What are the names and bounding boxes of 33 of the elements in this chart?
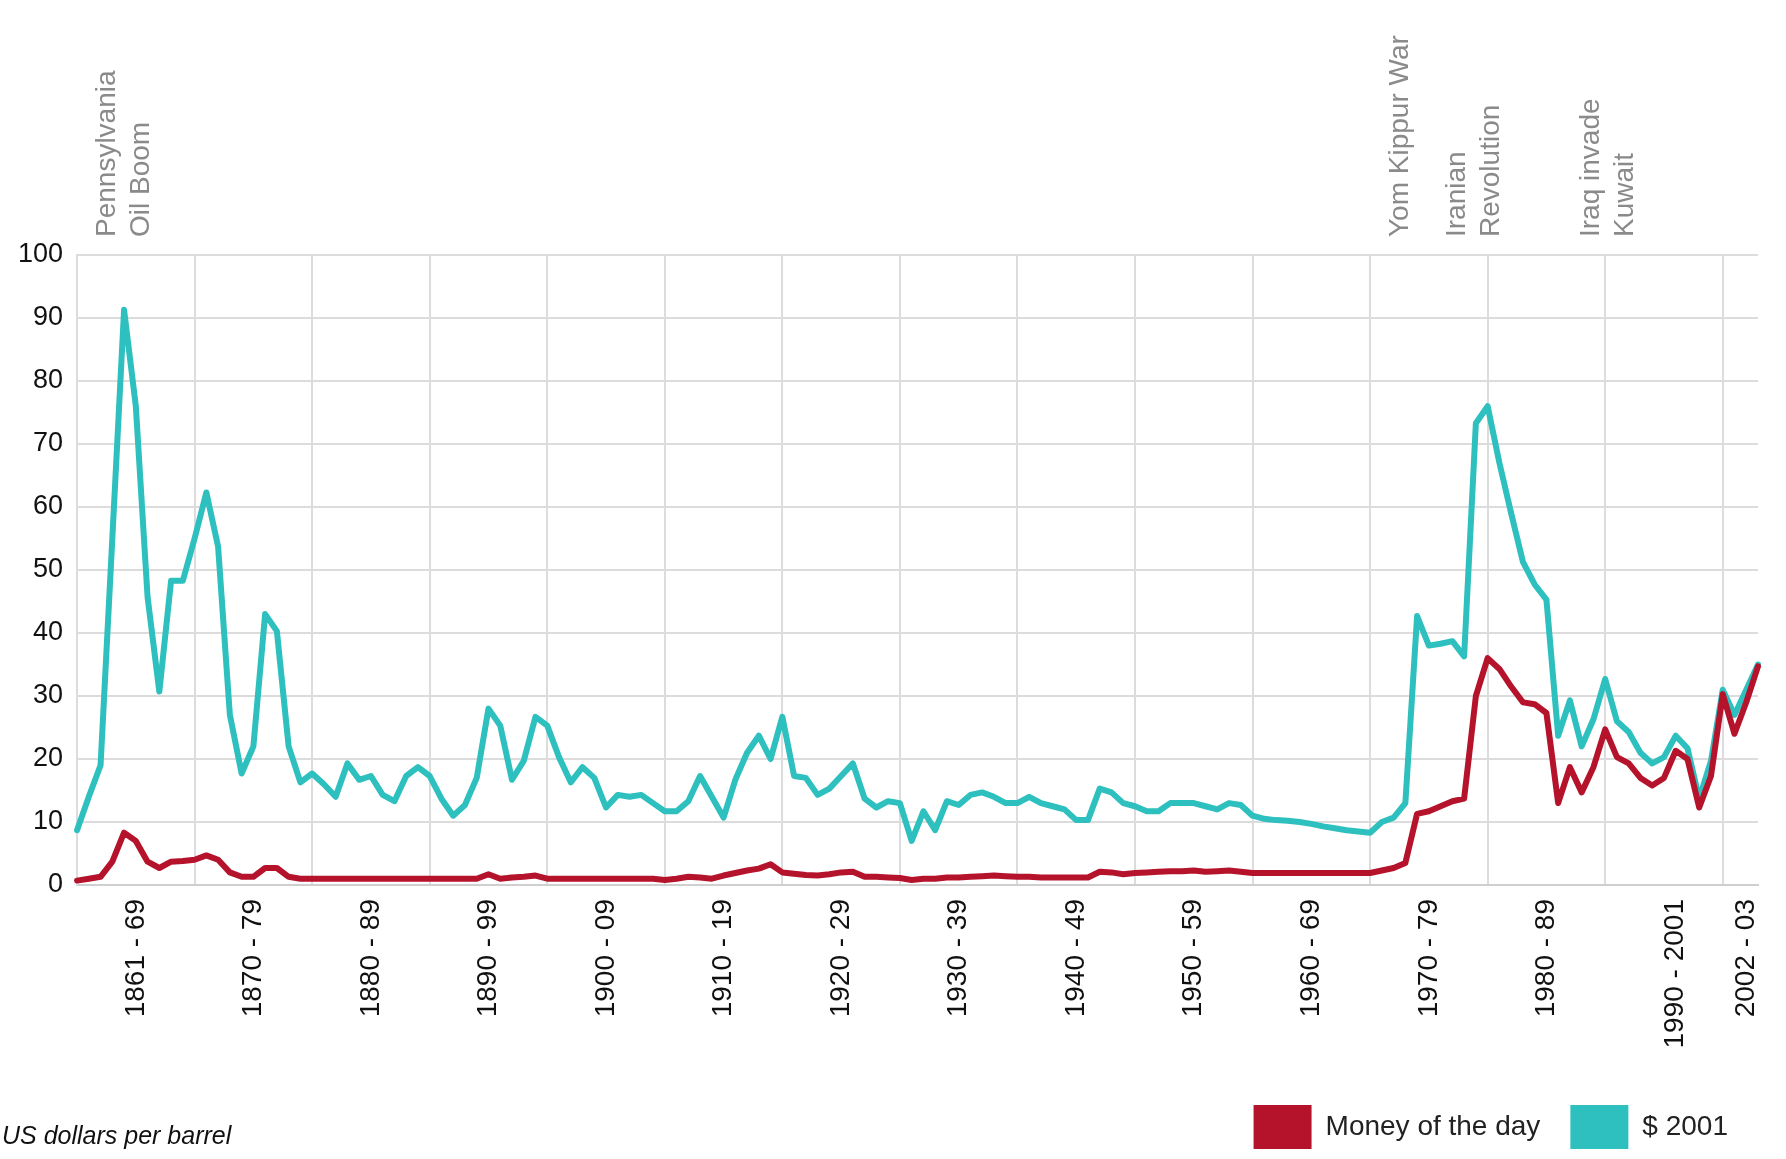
- x-tick-label: 1970 - 79: [1411, 899, 1443, 1018]
- y-tick-label: 20: [33, 742, 64, 773]
- y-tick-label: 50: [33, 553, 64, 584]
- x-tick-label: 2002 - 03: [1728, 899, 1760, 1018]
- x-tick-label: 1880 - 89: [353, 899, 385, 1018]
- text: Iraq invade Kuwait: [1574, 98, 1640, 237]
- y-tick-label: 90: [33, 301, 64, 332]
- x-tick-label: 1890 - 99: [471, 899, 503, 1018]
- x-tick-label: 1990 - 2001: [1658, 899, 1690, 1049]
- legend-label: Money of the day: [1325, 1109, 1541, 1141]
- x-tick-label: 1940 - 49: [1058, 899, 1090, 1018]
- y-tick-label: 30: [33, 679, 64, 710]
- text: Iranian Revolution: [1439, 104, 1505, 237]
- x-tick-label: 1930 - 39: [941, 899, 973, 1018]
- y-tick-label: 40: [33, 616, 64, 647]
- text: Pennsylvania Oil Boom: [89, 70, 155, 237]
- y-tick-label: 10: [33, 805, 64, 836]
- x-tick-label: 1861 - 69: [118, 899, 150, 1018]
- legend-label: $ 2001: [1642, 1109, 1728, 1141]
- y-axis-title: US dollars per barrel: [2, 1120, 233, 1149]
- y-tick-label: 100: [17, 238, 64, 269]
- x-tick-label: 1910 - 19: [706, 899, 738, 1018]
- x-tick-label: 1870 - 79: [236, 899, 268, 1018]
- y-tick-label: 0: [48, 868, 64, 899]
- x-tick-label: 1950 - 59: [1176, 899, 1208, 1018]
- y-tick-label: 80: [33, 364, 64, 395]
- x-tick-label: 1980 - 89: [1529, 899, 1561, 1018]
- x-tick-label: 1960 - 69: [1294, 899, 1326, 1018]
- x-tick-label: 1900 - 09: [588, 899, 620, 1018]
- x-tick-label: 1920 - 29: [823, 899, 855, 1018]
- y-tick-label: 60: [33, 490, 64, 521]
- y-tick-label: 70: [33, 427, 64, 458]
- text: Yom Kippur War: [1382, 35, 1414, 237]
